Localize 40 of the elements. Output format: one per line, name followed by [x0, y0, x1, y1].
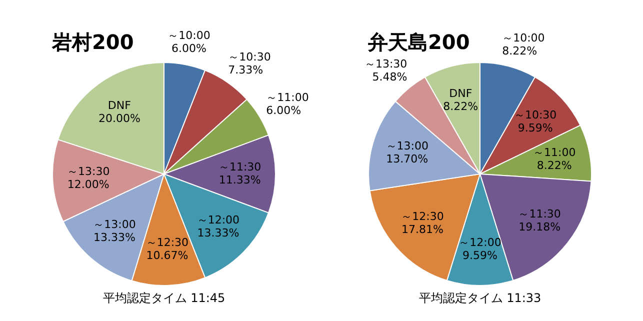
slice-label: ～10:00 — [502, 31, 545, 44]
slice-label: ～13:00 — [93, 218, 136, 231]
slice-label: ～11:00 — [266, 91, 309, 104]
data-label: 8.22% — [502, 44, 538, 58]
chart-title: 弁天島200 — [367, 30, 470, 54]
text: 平均認定タイム 11:33 — [418, 290, 542, 307]
slice-label: ～10:30 — [228, 50, 271, 64]
slice-label: DNF — [108, 99, 131, 112]
data-label: 5.48% — [372, 70, 408, 84]
slice-label: ～10:30 — [514, 108, 557, 122]
slice-label: ～13:00 — [386, 139, 428, 152]
slice-label: ～12:30 — [146, 236, 189, 250]
data-label: 7.33% — [228, 64, 264, 77]
data-label: 17.81% — [402, 222, 444, 236]
data-label: 9.59% — [462, 249, 498, 262]
data-label: 20.00% — [98, 112, 140, 126]
data-label: 13.70% — [386, 152, 428, 166]
slice-label: ～10:00 — [168, 29, 210, 42]
slice-label: ～11:00 — [533, 146, 576, 159]
data-label: 8.22% — [443, 100, 478, 114]
data-label: 11.33% — [218, 173, 261, 186]
slice-label: ～12:00 — [458, 236, 502, 250]
slice-label: ～12:30 — [401, 210, 444, 223]
slice-label: ～13:30 — [364, 57, 408, 70]
data-label: 6.00% — [172, 42, 206, 56]
data-label: 13.33% — [197, 226, 240, 240]
text: 平均認定タイム 11:45 — [102, 290, 226, 307]
data-label: 9.59% — [518, 122, 553, 135]
data-label: 10.67% — [146, 249, 188, 262]
slice-label: ～11:30 — [518, 207, 561, 220]
data-label: 8.22% — [536, 158, 572, 172]
data-label: 19.18% — [518, 220, 561, 234]
data-label: 13.33% — [93, 230, 136, 244]
slice-label: ～12:00 — [196, 213, 240, 226]
slice-label: DNF — [449, 87, 472, 100]
data-label: 12.00% — [67, 178, 110, 192]
data-label: 6.00% — [266, 104, 302, 118]
slice-label: ～13:30 — [66, 165, 110, 178]
chart-title: 岩村200 — [51, 30, 134, 54]
slice-label: ～11:30 — [218, 160, 262, 174]
